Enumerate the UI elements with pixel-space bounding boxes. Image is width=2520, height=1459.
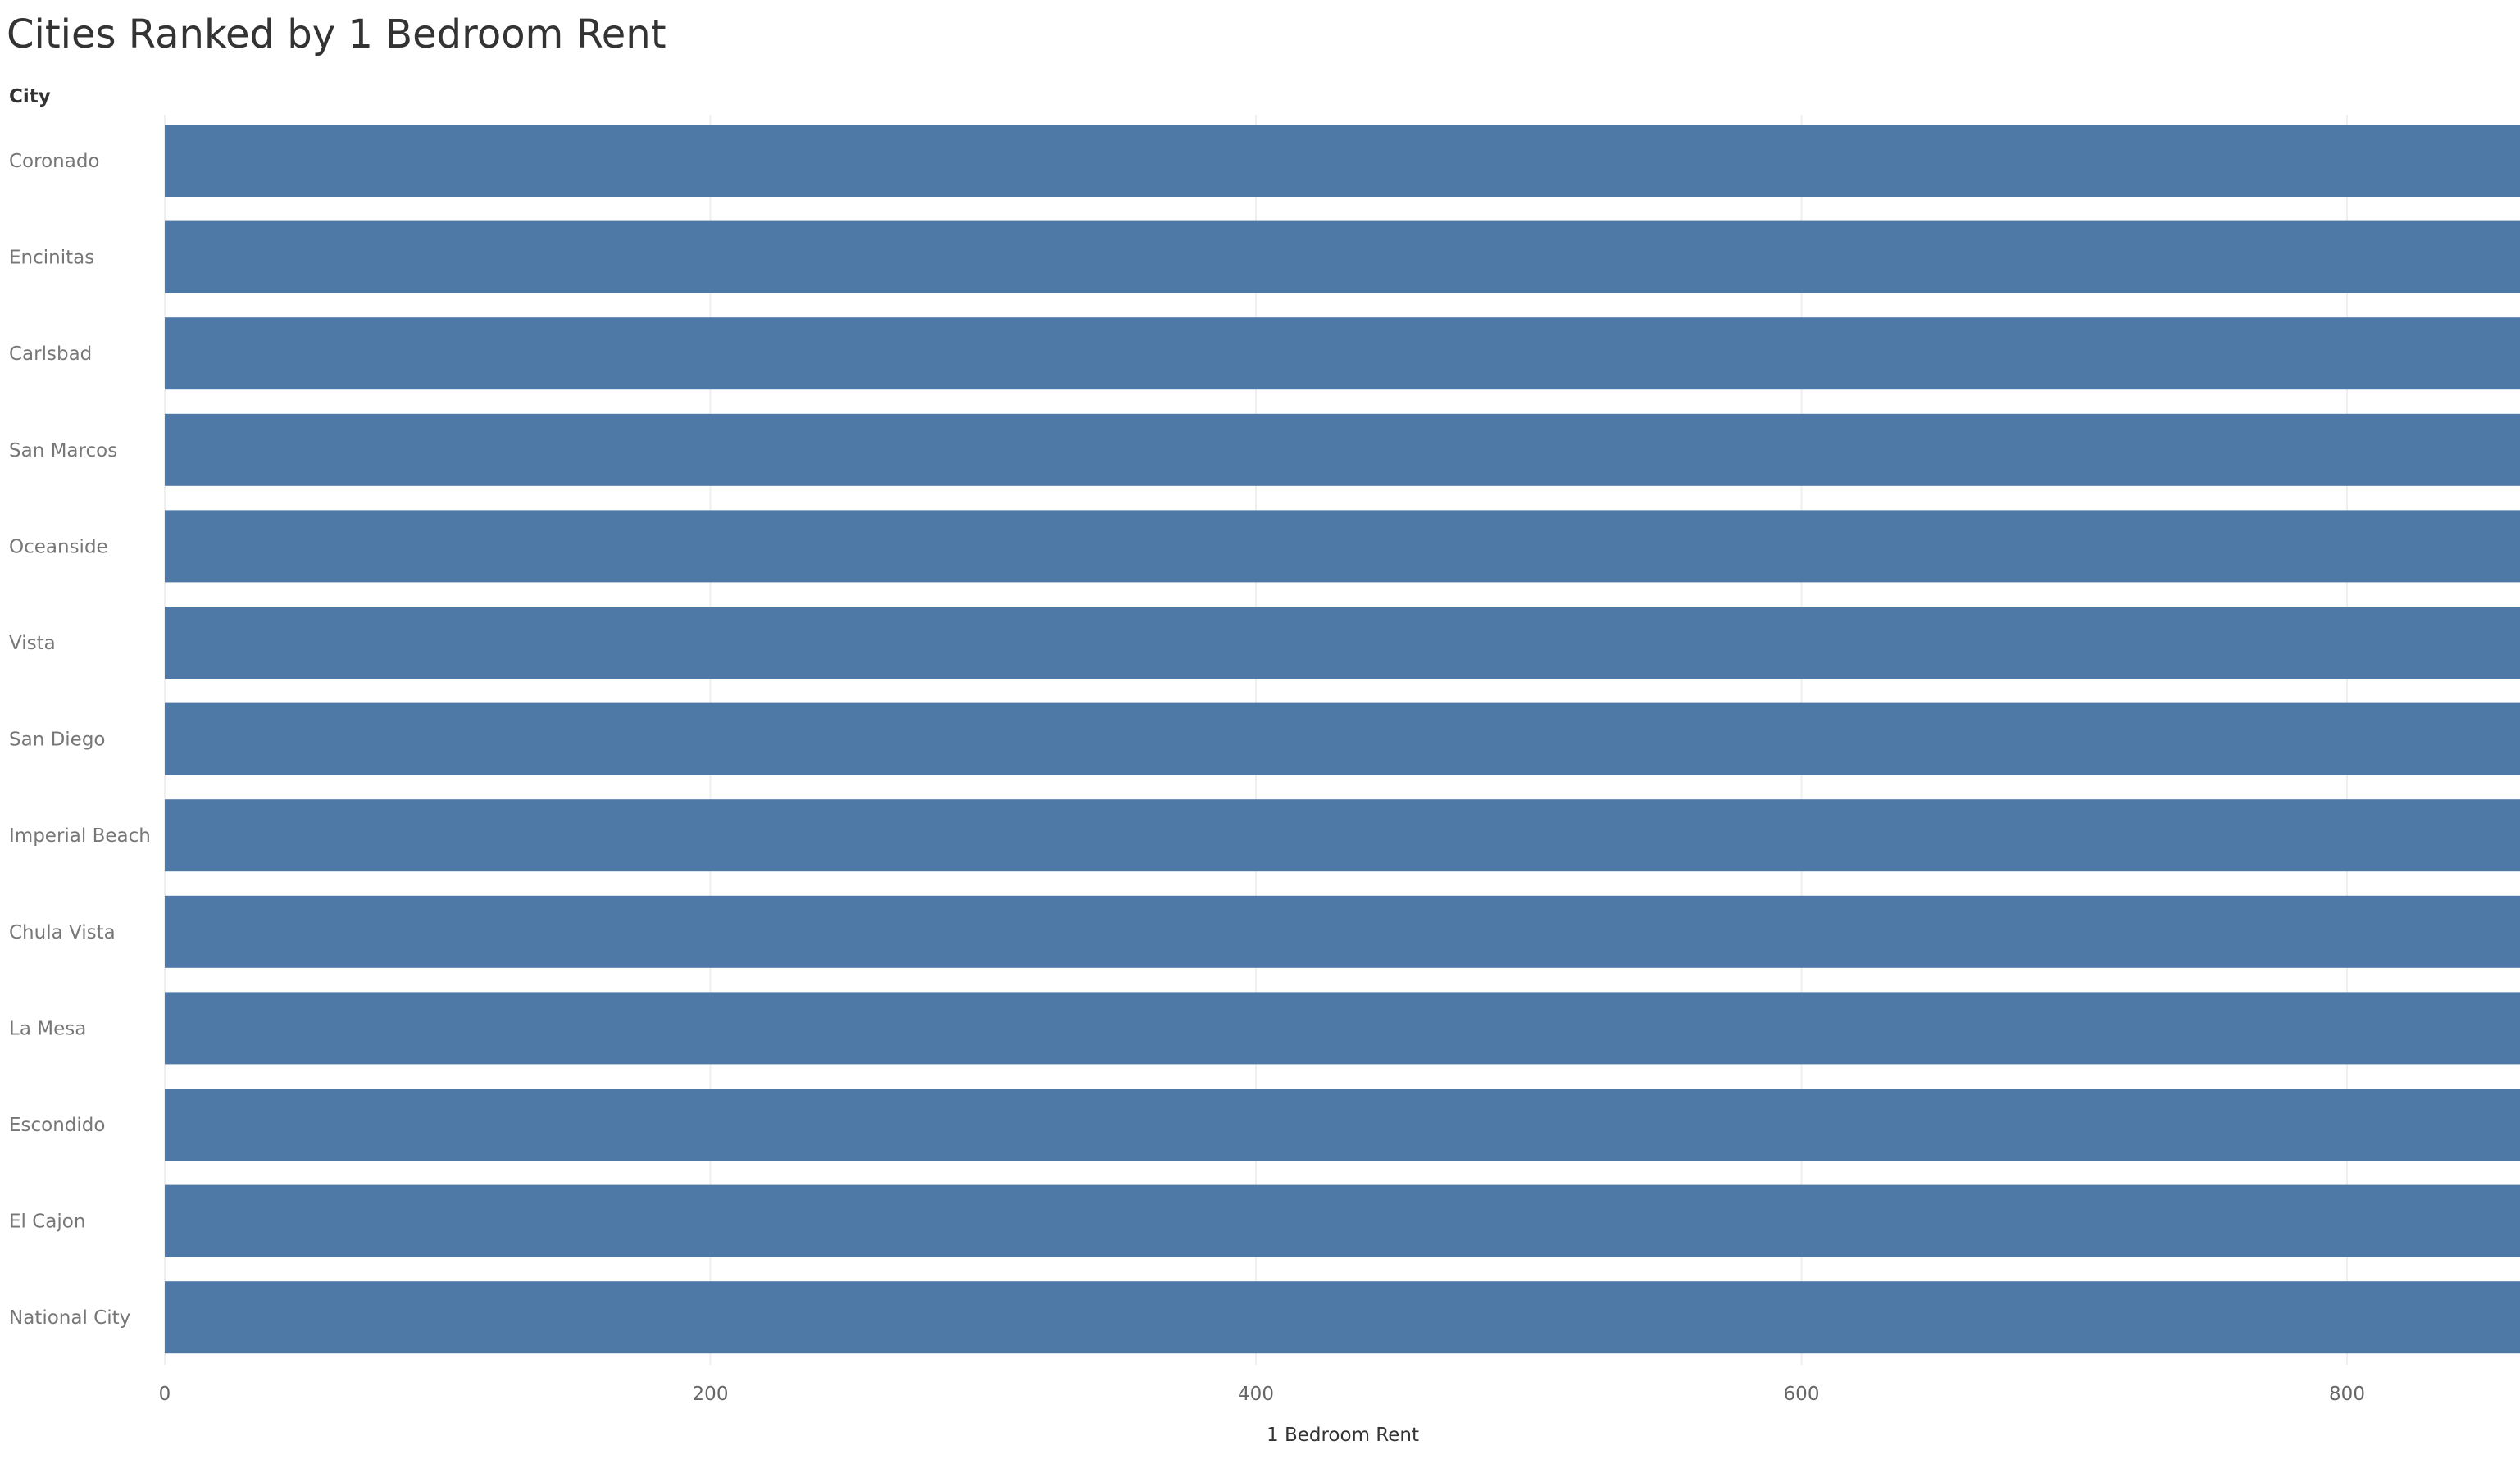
- bars: [165, 125, 2520, 1354]
- category-label: Coronado: [9, 151, 100, 172]
- category-label: National City: [9, 1307, 130, 1329]
- x-tick-label: 600: [1784, 1384, 1820, 1405]
- row-header-city: City: [9, 86, 51, 107]
- bar: [165, 992, 2520, 1065]
- category-label: Escondido: [9, 1115, 105, 1136]
- bar: [165, 125, 2520, 197]
- chart-title: Cities Ranked by 1 Bedroom Rent: [7, 11, 666, 57]
- bar: [165, 510, 2520, 583]
- category-labels: Coronado Encinitas Carlsbad San Marcos Ocean…: [9, 151, 151, 1329]
- category-label: Carlsbad: [9, 343, 92, 365]
- category-label: Encinitas: [9, 248, 94, 269]
- category-label: La Mesa: [9, 1018, 86, 1039]
- bar: [165, 799, 2520, 872]
- category-label: Vista: [9, 633, 56, 654]
- bar: [165, 895, 2520, 968]
- x-axis-title: 1 Bedroom Rent: [1267, 1425, 1419, 1446]
- category-label: Oceanside: [9, 536, 108, 557]
- category-label: Imperial Beach: [9, 825, 151, 847]
- x-tick-label: 200: [693, 1384, 729, 1405]
- x-axis-ticks: 0200400600800100012001400160018002000220…: [159, 1384, 2365, 1405]
- bar: [165, 1089, 2520, 1161]
- category-label: El Cajon: [9, 1211, 85, 1233]
- bar: [165, 1281, 2520, 1354]
- x-tick-label: 800: [2329, 1384, 2365, 1405]
- category-label: San Marcos: [9, 440, 117, 461]
- category-label: Chula Vista: [9, 922, 116, 943]
- bar: [165, 702, 2520, 775]
- bar: [165, 220, 2520, 293]
- bar: [165, 1184, 2520, 1257]
- x-tick-label: 400: [1238, 1384, 1274, 1405]
- x-tick-label: 0: [159, 1384, 171, 1405]
- bar: [165, 413, 2520, 486]
- category-label: San Diego: [9, 730, 106, 751]
- bar: [165, 607, 2520, 679]
- bar: [165, 317, 2520, 390]
